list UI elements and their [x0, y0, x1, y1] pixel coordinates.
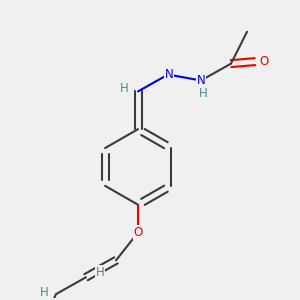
Text: H: H: [40, 286, 48, 299]
Text: O: O: [134, 226, 142, 239]
Text: O: O: [260, 55, 268, 68]
Text: N: N: [196, 74, 206, 87]
Text: N: N: [165, 68, 173, 81]
Text: H: H: [120, 82, 128, 95]
Text: H: H: [96, 266, 104, 279]
Text: H: H: [199, 87, 207, 100]
